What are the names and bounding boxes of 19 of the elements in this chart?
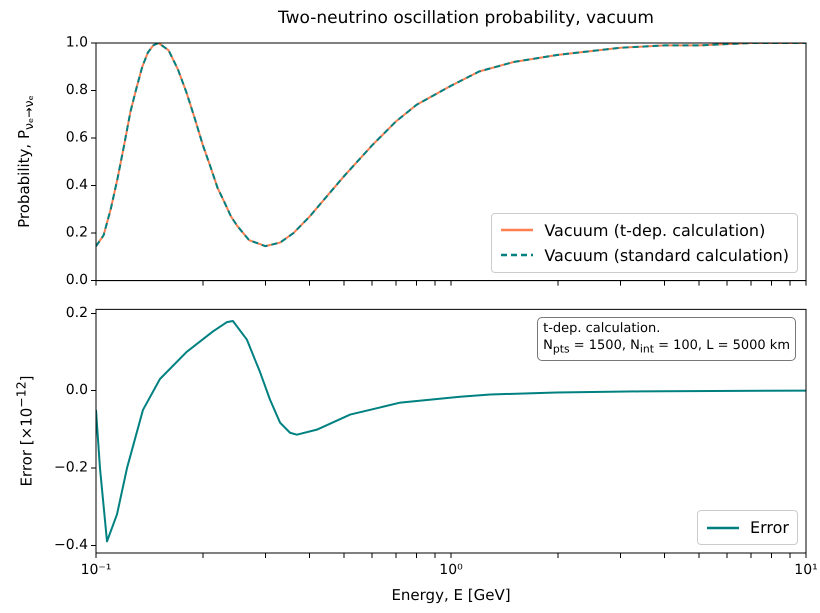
- legend-label: Error: [750, 517, 789, 539]
- x-tick-label: 10⁰: [439, 562, 464, 578]
- y-tick-label: 0.2: [66, 224, 88, 241]
- y-tick-label: 1.0: [66, 34, 88, 51]
- y-tick-label: 0.0: [66, 382, 88, 398]
- y-tick-label: −0.2: [54, 460, 88, 476]
- y-tick-label: −0.4: [54, 536, 88, 553]
- y-tick-label: 0.2: [66, 304, 88, 321]
- x-tick-label: 10¹: [794, 562, 818, 578]
- y-tick-label: 0.6: [66, 130, 88, 146]
- chart-title: Two-neutrino oscillation probability, vacuum: [277, 8, 655, 28]
- y-tick-label: 0.8: [66, 82, 88, 98]
- y-tick-label: 0.0: [66, 272, 88, 288]
- y-tick-label: 0.4: [66, 177, 88, 194]
- legend-label: Vacuum (standard calculation): [544, 244, 789, 267]
- legend-label: Vacuum (t-dep. calculation): [544, 220, 766, 242]
- annotation: t-dep. calculation. N$_{pts}$ = 1500, N$_{int}$ = 100, L = 5000 km: [537, 317, 796, 361]
- x-tick-label: 10⁻¹: [80, 562, 112, 578]
- x-axis-title: Energy, E [GeV]: [390, 586, 512, 604]
